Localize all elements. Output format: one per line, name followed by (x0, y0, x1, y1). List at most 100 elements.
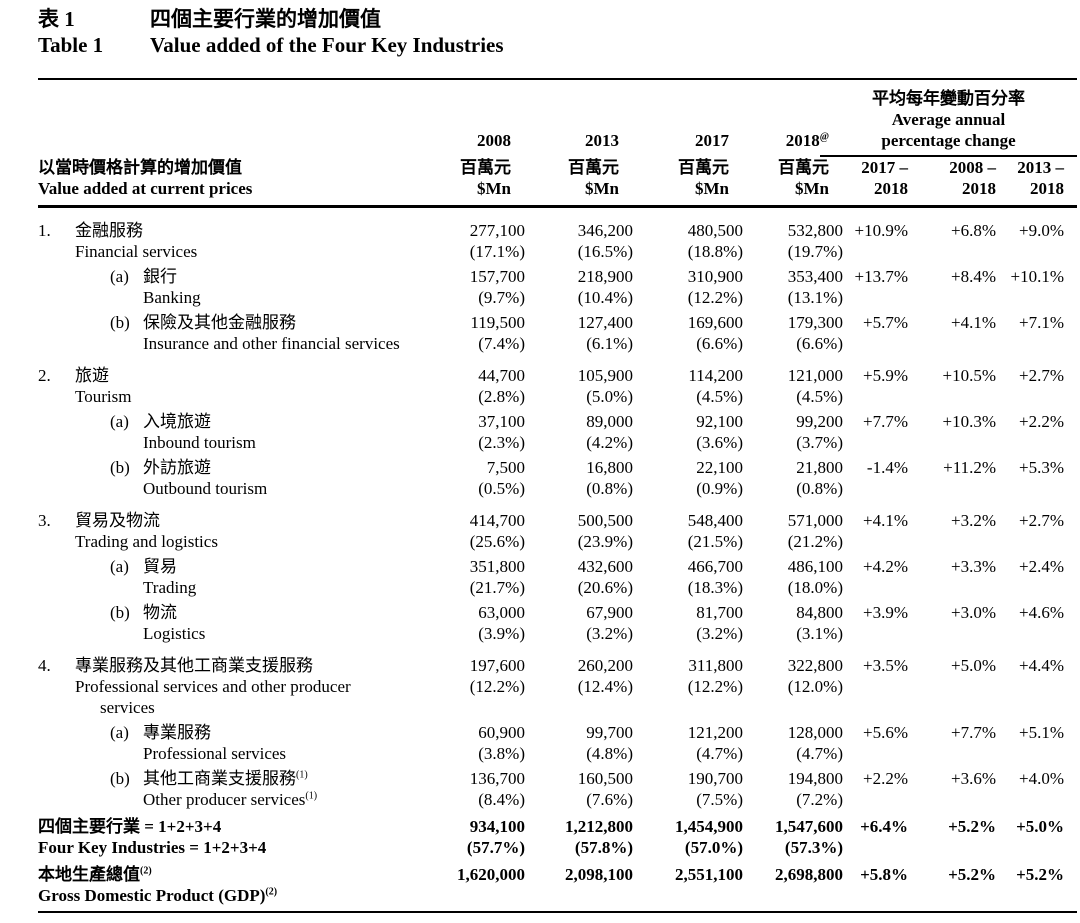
change-cell: +5.9% (863, 366, 908, 385)
value-cell: 21,800 (0.8%) (743, 457, 843, 499)
value-cell: 99,200 (3.7%) (743, 411, 843, 453)
value-amount: 114,200 (688, 366, 743, 385)
year-column-header: 2018@ 百萬元 $Mn (719, 130, 829, 199)
value-amount: 311,800 (688, 656, 743, 675)
value-cell: 136,700 (8.4%) (430, 768, 525, 810)
value-amount: 353,400 (787, 267, 843, 286)
industry-row-trading-and-logistics: 3. 貿易及物流 Trading and logistics 414,700 (25.6… (38, 510, 1077, 552)
value-amount: 128,000 (787, 723, 843, 742)
row-label-en-text: Professional services (143, 744, 287, 763)
change-cell: +11.2% (943, 458, 996, 477)
value-amount: 89,000 (586, 412, 633, 431)
value-percent-share: (19.7%) (787, 242, 843, 261)
row-label-zh: 專業服務 (143, 722, 286, 743)
value-cell: 432,600 (20.6%) (525, 556, 633, 598)
row-label-zh-text: 專業服務及其他工商業支援服務 (75, 656, 313, 675)
value-amount: 37,100 (478, 412, 525, 431)
value-percent-share: (20.6%) (577, 578, 633, 597)
value-cell: 190,700 (7.5%) (633, 768, 743, 810)
sub-item-letter: (b) (110, 313, 130, 332)
value-cell: 2,551,100 (633, 864, 743, 906)
row-label-zh-text: 入境旅遊 (143, 412, 211, 431)
row-label-en-text: Four Key Industries = 1+2+3+4 (38, 838, 267, 857)
row-number: 2. (38, 366, 51, 385)
row-label-zh-text: 保險及其他金融服務 (143, 313, 296, 332)
value-percent-share: (2.8%) (478, 387, 525, 406)
row-label-en: Gross Domestic Product (GDP)(2) (38, 885, 430, 906)
value-amount: 2,098,100 (565, 865, 633, 884)
value-percent-share: (3.7%) (796, 433, 843, 452)
sub-item-label: 其他工商業支援服務(1) Other producer services(1) (143, 768, 317, 810)
value-percent-share: (6.6%) (696, 334, 743, 353)
sub-item-letter: (b) (110, 769, 130, 788)
row-label: 專業服務及其他工商業支援服務 Professional services and … (75, 655, 430, 718)
value-percent-share: (4.2%) (586, 433, 633, 452)
value-amount: 121,000 (787, 366, 843, 385)
value-amount: 157,700 (469, 267, 525, 286)
change-cell: +4.1% (863, 511, 908, 530)
row-label-zh-text: 專業服務 (143, 723, 211, 742)
value-percent-share: (0.9%) (696, 479, 743, 498)
row-label-zh-text: 金融服務 (75, 221, 143, 240)
row-label-zh-text: 貿易及物流 (75, 511, 160, 530)
sub-item-letter: (a) (110, 412, 129, 431)
unit-en: $Mn (795, 179, 829, 198)
value-amount: 84,800 (796, 603, 843, 622)
value-percent-share: (12.2%) (687, 288, 743, 307)
table-title-zh: 四個主要行業的增加價值 (150, 7, 381, 31)
change-cell: +5.2% (948, 817, 996, 836)
value-amount: 44,700 (478, 366, 525, 385)
sub-item-label: 貿易 Trading (143, 556, 196, 598)
value-amount: 119,500 (470, 313, 525, 332)
year-footnote-marker: @ (819, 131, 829, 143)
row-label-en-text: Trading and logistics (75, 532, 218, 551)
industry-row-banking: (a) 銀行 Banking 157,700 (9.7%) 218,900 (10.4%) 3… (38, 266, 1077, 308)
value-amount: 322,800 (787, 656, 843, 675)
row-label: (b) 外訪旅遊 Outbound tourism (75, 457, 430, 499)
row-label-en: Tourism (75, 386, 430, 407)
row-label-en: Logistics (143, 623, 205, 644)
table-title: 表 1 四個主要行業的增加價值 Table 1 Value added of t… (38, 0, 1077, 58)
value-cell: 351,800 (21.7%) (430, 556, 525, 598)
value-percent-share: (7.4%) (478, 334, 525, 353)
value-cell: 127,400 (6.1%) (525, 312, 633, 354)
value-cell: 89,000 (4.2%) (525, 411, 633, 453)
year-column-header: 2017 百萬元 $Mn (619, 130, 729, 199)
value-cell: 322,800 (12.0%) (743, 655, 843, 718)
row-label-zh: 旅遊 (75, 365, 430, 386)
row-label-en: Trading and logistics (75, 531, 430, 552)
row-label-en-text: Financial services (75, 242, 198, 261)
year-label: 2018@ (719, 130, 829, 151)
change-cell: +5.0% (951, 656, 996, 675)
value-percent-share: (8.4%) (478, 790, 525, 809)
value-percent-share: (4.7%) (796, 744, 843, 763)
value-cell: 480,500 (18.8%) (633, 220, 743, 262)
sub-item: (b) 保險及其他金融服務 Insurance and other financia… (75, 312, 430, 354)
change-cell: -1.4% (866, 458, 908, 477)
value-percent-share: (16.5%) (577, 242, 633, 261)
value-cell: 160,500 (7.6%) (525, 768, 633, 810)
value-amount: 194,800 (787, 769, 843, 788)
value-amount: 277,100 (469, 221, 525, 240)
unit-zh: 百萬元 (568, 158, 619, 177)
value-percent-share: (12.4%) (577, 677, 633, 696)
row-label-en: Banking (143, 287, 201, 308)
value-amount: 21,800 (796, 458, 843, 477)
sub-item-label: 銀行 Banking (143, 266, 201, 308)
change-cell: +5.8% (860, 865, 908, 884)
value-cell: 169,600 (6.6%) (633, 312, 743, 354)
value-percent-share: (3.9%) (478, 624, 525, 643)
change-cell: +7.1% (1019, 313, 1064, 332)
unit-label: 百萬元 $Mn (719, 157, 829, 199)
row-number: 1. (38, 221, 51, 240)
change-cell: +10.9% (854, 221, 909, 240)
sub-item: (a) 銀行 Banking (75, 266, 430, 308)
table-header: 平均每年變動百分率 Average annual percentage chan… (38, 78, 1077, 208)
row-label: 金融服務 Financial services (75, 220, 430, 262)
change-period-line2: 2018 (874, 179, 908, 198)
change-cell: +2.7% (1019, 366, 1064, 385)
change-cell: +8.4% (951, 267, 996, 286)
row-label-en: Four Key Industries = 1+2+3+4 (38, 837, 430, 858)
industry-row-trading: (a) 貿易 Trading 351,800 (21.7%) 432,600 (20.6%)… (38, 556, 1077, 598)
